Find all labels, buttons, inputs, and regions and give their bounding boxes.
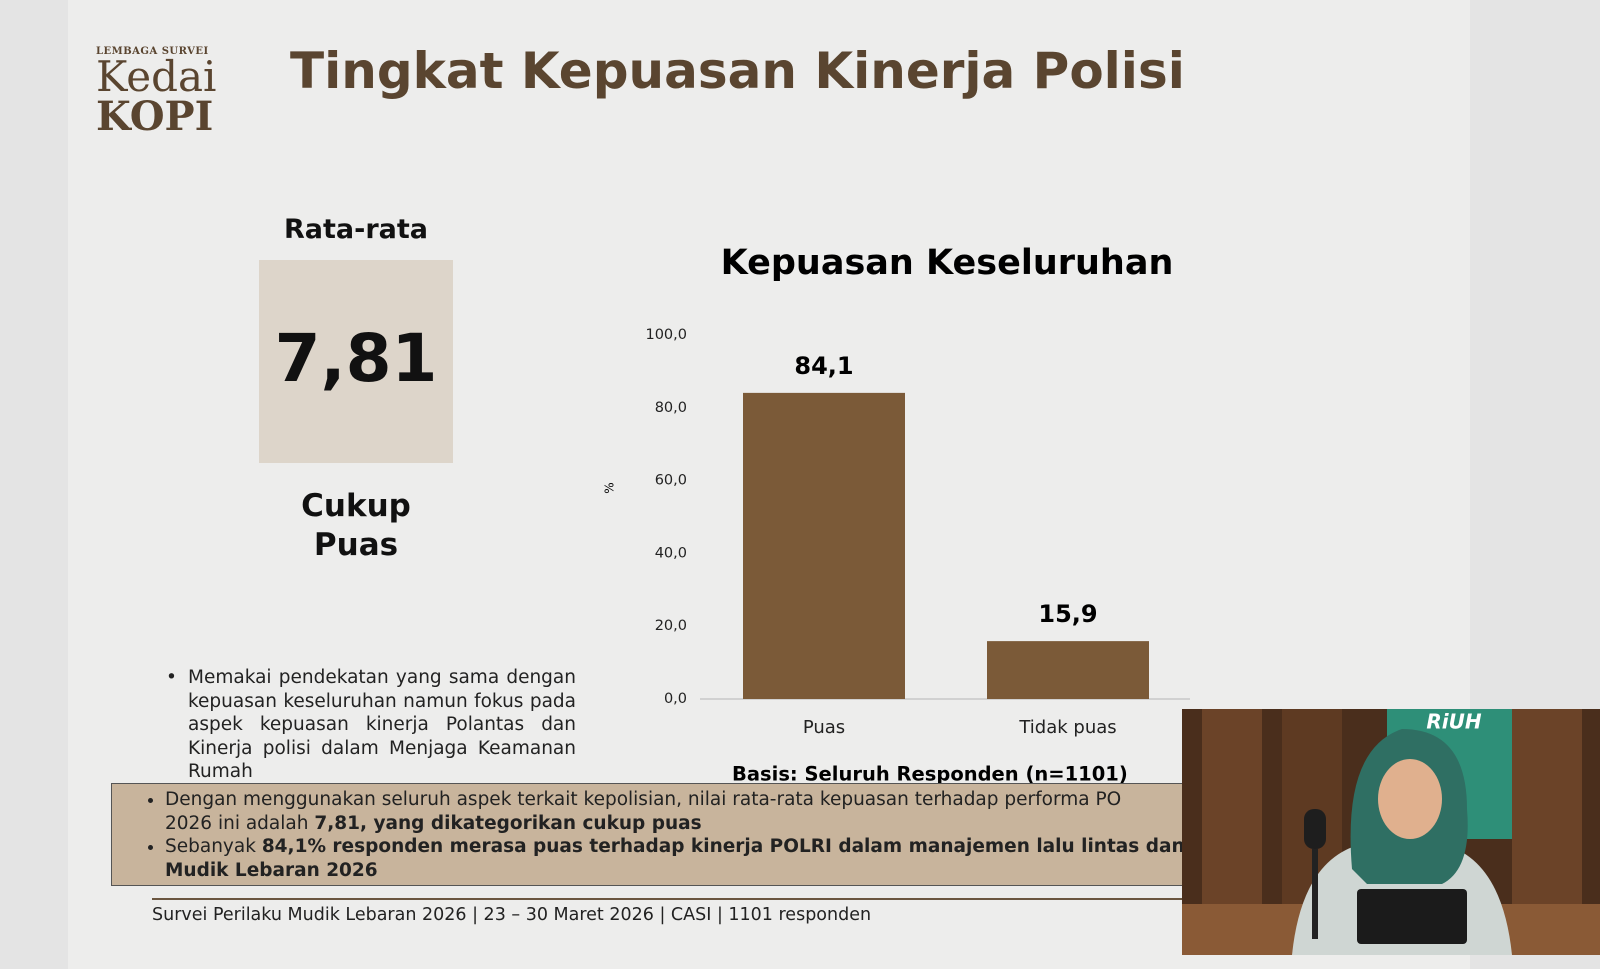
y-tick-label: 20,0 xyxy=(655,618,687,634)
summary-bold: Mudik Lebaran 2026 xyxy=(165,859,378,881)
logo-line1: Kedai xyxy=(96,52,217,101)
tablet xyxy=(1357,889,1467,944)
x-tick-label: Puas xyxy=(803,717,845,738)
summary-line: Dengan menggunakan seluruh aspek terkait… xyxy=(165,788,1272,812)
score-category-line: Cukup xyxy=(301,488,411,524)
slide-title: Tingkat Kepuasan Kinerja Polisi xyxy=(290,42,1185,100)
y-axis-label: % xyxy=(603,482,617,493)
left-note: • Memakai pendekatan yang sama dengan ke… xyxy=(166,666,576,784)
summary-box: Dengan menggunakan seluruh aspek terkait… xyxy=(111,783,1273,886)
score-category: Cukup Puas xyxy=(259,487,453,565)
summary-bold: 84,1% responden merasa puas terhadap kin… xyxy=(261,836,1211,857)
logo-top: LEMBAGA SURVEI xyxy=(96,46,209,57)
logo-line2: KOPI xyxy=(96,93,214,140)
summary-line: Sebanyak 84,1% responden merasa puas ter… xyxy=(165,835,1272,859)
bullet-dot: • xyxy=(166,667,177,688)
wall-panel xyxy=(1512,709,1582,909)
summary-bullet: Sebanyak 84,1% responden merasa puas ter… xyxy=(165,835,1272,882)
bar xyxy=(987,641,1149,699)
summary-bold: 7,81, yang dikategorikan cukup puas xyxy=(314,812,702,834)
video-scene: RiUH xyxy=(1182,709,1600,955)
summary-text: Sebanyak xyxy=(165,836,262,857)
microphone xyxy=(1304,809,1326,849)
y-tick-label: 40,0 xyxy=(655,545,687,561)
value-label: 84,1 xyxy=(794,352,853,380)
x-tick-label: Tidak puas xyxy=(1018,717,1116,738)
y-tick-label: 0,0 xyxy=(664,691,687,707)
score-category-line: Puas xyxy=(313,527,399,563)
summary-text: Dengan menggunakan seluruh aspek terkait… xyxy=(165,789,1122,810)
wall-panel xyxy=(1202,709,1262,909)
summary-line: 2026 ini adalah 7,81, yang dikategorikan… xyxy=(165,812,1272,836)
summary-text: 2026 ini adalah xyxy=(165,812,315,834)
video-overlay: RiUH xyxy=(1182,709,1600,955)
score-label: Rata-rata xyxy=(283,214,428,245)
score-box: 7,81 xyxy=(259,260,453,463)
chart-title: Kepuasan Keseluruhan xyxy=(721,243,1174,283)
footer: Survei Perilaku Mudik Lebaran 2026 | 23 … xyxy=(152,905,872,925)
mic-stand xyxy=(1312,849,1318,939)
y-tick-label: 60,0 xyxy=(655,473,687,489)
sign-text: RiUH xyxy=(1426,710,1481,734)
y-tick-label: 80,0 xyxy=(655,400,687,416)
chart-note: Basis: Seluruh Responden (n=1101) xyxy=(732,763,1128,786)
y-tick-label: 100,0 xyxy=(645,327,687,343)
summary-line: Mudik Lebaran 2026 xyxy=(165,859,1272,883)
summary-list: Dengan menggunakan seluruh aspek terkait… xyxy=(112,788,1272,882)
score-value: 7,81 xyxy=(274,320,438,397)
face xyxy=(1378,759,1442,839)
bar xyxy=(743,392,905,699)
value-label: 15,9 xyxy=(1038,600,1097,628)
summary-bullet: Dengan menggunakan seluruh aspek terkait… xyxy=(165,788,1272,835)
left-note-text: Memakai pendekatan yang sama dengan kepu… xyxy=(188,667,576,782)
footer-rule xyxy=(152,898,1192,900)
logo: LEMBAGA SURVEI Kedai KOPI xyxy=(96,46,276,146)
